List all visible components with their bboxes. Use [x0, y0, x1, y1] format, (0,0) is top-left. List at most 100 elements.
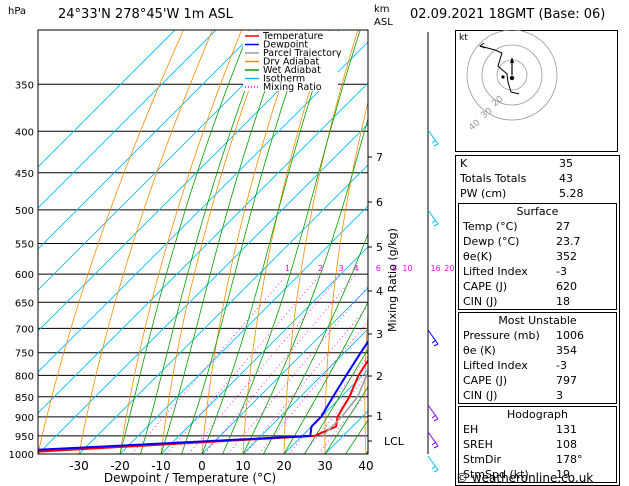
indices-panel: K 35 Totals Totals 43 PW (cm) 5.28 Surface … [455, 155, 620, 486]
stat-row: EH 131 [463, 423, 577, 436]
chart-series [38, 339, 368, 453]
wet-adiabat [345, 419, 368, 454]
isotherm [119, 205, 368, 454]
hodo-storm-dot [509, 75, 515, 81]
pressure-tick-label: 450 [15, 169, 34, 180]
km-tick-label: 2 [376, 370, 383, 383]
isotherm [38, 30, 340, 332]
temp-tick-label: -30 [69, 459, 89, 473]
stat-row: K 35 [460, 157, 573, 170]
wind-barb [433, 223, 439, 227]
legend-bg [243, 48, 338, 57]
mixing-ratio-label: 1 [285, 264, 290, 273]
stat-row: StmSpd (kt) 19 [463, 468, 570, 481]
dry-adiabat [283, 30, 359, 454]
wet-adiabat [201, 30, 333, 454]
stat-row: Temp (°C) 27 [463, 220, 570, 233]
pressure-tick-label: 400 [15, 127, 34, 138]
pressure-labels: 350 400 450 500 550 600 650 700 750 800 850 900 950 1… [9, 80, 34, 461]
dry-adiabat [38, 30, 184, 454]
temp-tick-label: 40 [358, 459, 373, 473]
hodograph: kt 40 30 20 [455, 30, 618, 152]
legend-bg [243, 73, 338, 83]
stat-row: Lifted Index -3 [463, 359, 567, 372]
wind-barb [427, 209, 439, 225]
skewt-chart: 3504004505005506006507007508008509009501… [9, 29, 454, 485]
legend-item: Isotherm [263, 74, 305, 85]
dry-adiabat [404, 30, 445, 454]
stat-row: SREH 108 [463, 438, 577, 451]
km-tick-label: 3 [376, 328, 383, 341]
hodo-ring [481, 44, 543, 106]
wet-adiabat [222, 30, 361, 454]
pressure-tick-label: 700 [15, 324, 34, 335]
unstable-title: Most Unstable [498, 314, 577, 327]
wind-barb [433, 445, 439, 449]
legend-bg [243, 31, 338, 40]
mixing-ratio-label: 20 [444, 264, 454, 273]
legend-item: Mixing Ratio [263, 82, 322, 93]
mixing-ratio-label: 8 [392, 264, 397, 273]
mixing-ratio-line [188, 273, 342, 454]
isotherm [38, 30, 299, 291]
dry-adiabat [78, 30, 213, 454]
km-tick-label: LCL [384, 435, 405, 448]
wind-barb [431, 441, 437, 446]
temp-tick-label: 10 [235, 459, 250, 473]
wind-barb [427, 431, 439, 447]
surface-section: Surface Temp (°C) 27 Dewp (°C) 23.7 θe(K) 3… [458, 203, 617, 310]
stat-row: Pressure (mb) 1006 [463, 329, 584, 342]
isotherm [78, 164, 368, 454]
isotherm [38, 41, 368, 373]
wind-barb [431, 139, 437, 144]
wind-barb [431, 465, 437, 470]
wind-barb [431, 414, 437, 419]
wet-adiabat [160, 30, 288, 454]
mixing-ratio-title: Mixing Ratio (g/kg) [386, 228, 399, 332]
hodograph-section: Hodograph EH 131 SREH 108 StmDir 178° StmSp… [458, 406, 617, 483]
stat-row: Totals Totals 43 [460, 172, 573, 185]
isotherm [38, 123, 368, 454]
km-unit: km [374, 4, 390, 15]
legend-item: Temperature [262, 31, 323, 42]
dry-adiabat [160, 30, 272, 454]
km-tick-label: 1 [376, 410, 383, 423]
km-tick-label: 6 [376, 196, 383, 209]
mixing-ratio-label: 10 [402, 264, 412, 273]
wet-adiabat [263, 232, 368, 454]
isotherm [38, 30, 217, 209]
stat-row: Dewp (°C) 23.7 [463, 235, 581, 248]
wind-barbs [427, 32, 439, 473]
legend-item: Wet Adiabat [263, 65, 321, 76]
mixing-ratio-label: 2 [318, 264, 323, 273]
legend-item: Dry Adiabat [263, 57, 320, 68]
legend-bg [243, 39, 338, 49]
temp-tick-label: 20 [276, 459, 291, 473]
mixing-ratio-line [166, 273, 321, 454]
pressure-tick-label: 1000 [9, 450, 34, 461]
pressure-tick-label: 350 [15, 80, 34, 91]
hodograph-title: Hodograph [507, 408, 568, 421]
surface-title: Surface [516, 205, 559, 218]
stat-row: CAPE (J) 620 [463, 280, 577, 293]
asl-unit: ASL [374, 17, 393, 28]
temp-tick-label: 30 [317, 459, 332, 473]
hodo-mean-dot [501, 75, 505, 79]
km-tick-label: 4 [376, 285, 383, 298]
isotherm [38, 30, 176, 168]
wet-adiabat [181, 30, 309, 454]
stat-row: PW (cm) 5.28 [460, 187, 584, 200]
legend-bg [243, 56, 338, 66]
hodo-trace [479, 45, 520, 95]
copyright: © weatheronline.co.uk [456, 471, 594, 485]
wet-adiabat [283, 301, 368, 454]
mixing-ratio-label: 16 [430, 264, 440, 273]
pressure-tick-label: 850 [15, 393, 34, 404]
mixing-ratio-line [244, 305, 368, 454]
x-axis-title: Dewpoint / Temperature (°C) [104, 471, 276, 485]
pressure-tick-label: 600 [15, 270, 34, 281]
series-line-parcel-trajectory [322, 370, 368, 437]
temp-tick-label: 0 [198, 459, 206, 473]
legend-item: Parcel Trajectory [263, 48, 342, 59]
